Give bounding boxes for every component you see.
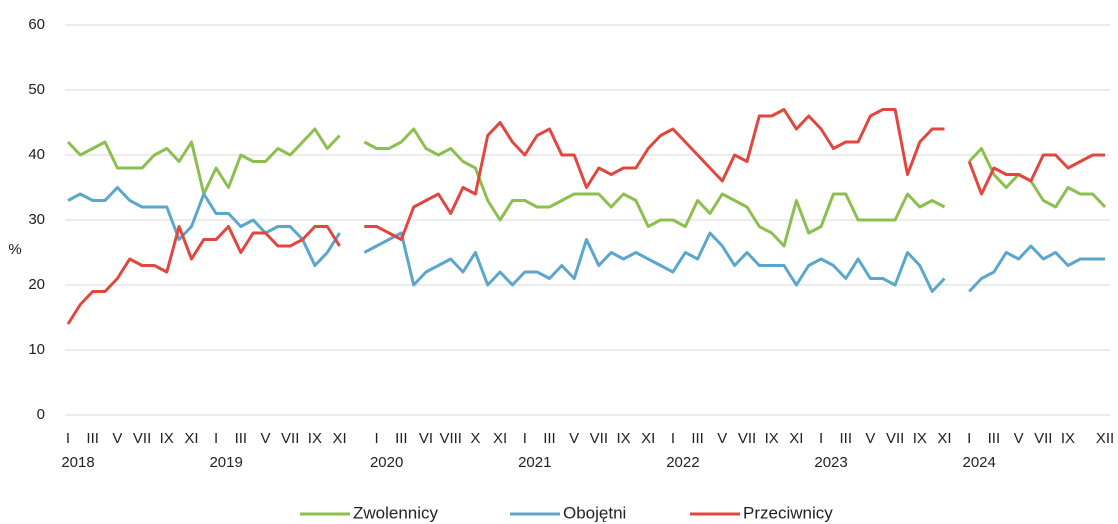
- y-tick-label: 50: [28, 81, 45, 98]
- x-year-label: 2019: [209, 454, 242, 471]
- x-tick-label: V: [1014, 430, 1024, 447]
- x-tick-label: XI: [493, 430, 507, 447]
- x-tick-label: VII: [133, 430, 151, 447]
- x-tick-label: VII: [886, 430, 904, 447]
- x-tick-label: I: [66, 430, 70, 447]
- x-tick-label: XII: [1096, 430, 1114, 447]
- x-tick-label: IX: [160, 430, 174, 447]
- x-year-label: 2023: [814, 454, 847, 471]
- x-year-label: 2021: [518, 454, 551, 471]
- x-year-label: 2024: [963, 454, 996, 471]
- x-tick-label: I: [819, 430, 823, 447]
- x-tick-label: VII: [590, 430, 608, 447]
- legend-label: Przeciwnicy: [743, 503, 833, 522]
- x-tick-label: V: [717, 430, 727, 447]
- y-axis-label: %: [8, 241, 21, 258]
- y-tick-label: 10: [28, 341, 45, 358]
- y-tick-label: 40: [28, 146, 45, 163]
- x-tick-label: IX: [308, 430, 322, 447]
- x-tick-label: IX: [765, 430, 779, 447]
- y-tick-label: 0: [37, 406, 45, 423]
- y-tick-label: 30: [28, 211, 45, 228]
- x-tick-label: V: [569, 430, 579, 447]
- x-tick-label: XI: [184, 430, 198, 447]
- x-year-label: 2018: [61, 454, 94, 471]
- x-tick-label: VII: [281, 430, 299, 447]
- x-year-label: 2022: [666, 454, 699, 471]
- x-tick-label: III: [235, 430, 248, 447]
- x-tick-label: III: [691, 430, 704, 447]
- x-year-label: 2020: [370, 454, 403, 471]
- x-tick-label: I: [214, 430, 218, 447]
- x-tick-label: VII: [1034, 430, 1052, 447]
- x-tick-label: I: [523, 430, 527, 447]
- x-tick-label: III: [86, 430, 99, 447]
- x-tick-label: I: [375, 430, 379, 447]
- series-line: [66, 108, 1105, 325]
- x-tick-label: XI: [641, 430, 655, 447]
- x-tick-label: III: [988, 430, 1001, 447]
- x-tick-label: IX: [913, 430, 927, 447]
- x-tick-label: V: [261, 430, 271, 447]
- y-tick-label: 20: [28, 276, 45, 293]
- x-tick-label: III: [543, 430, 556, 447]
- x-tick-label: III: [839, 430, 852, 447]
- x-tick-label: III: [395, 430, 408, 447]
- x-tick-label: XI: [937, 430, 951, 447]
- x-tick-label: VIII: [439, 430, 462, 447]
- x-tick-label: V: [112, 430, 122, 447]
- x-tick-label: XI: [789, 430, 803, 447]
- x-tick-label: V: [865, 430, 875, 447]
- legend-label: Zwolennicy: [353, 503, 439, 522]
- x-tick-label: VI: [419, 430, 433, 447]
- y-tick-label: 60: [28, 16, 45, 33]
- series-line: [67, 186, 1105, 293]
- legend-label: Obojętni: [563, 503, 626, 522]
- x-tick-label: IX: [616, 430, 630, 447]
- x-tick-label: VII: [738, 430, 756, 447]
- x-tick-label: IX: [1061, 430, 1075, 447]
- x-tick-label: I: [671, 430, 675, 447]
- x-tick-label: X: [470, 430, 480, 447]
- x-tick-label: I: [967, 430, 971, 447]
- x-tick-label: XI: [333, 430, 347, 447]
